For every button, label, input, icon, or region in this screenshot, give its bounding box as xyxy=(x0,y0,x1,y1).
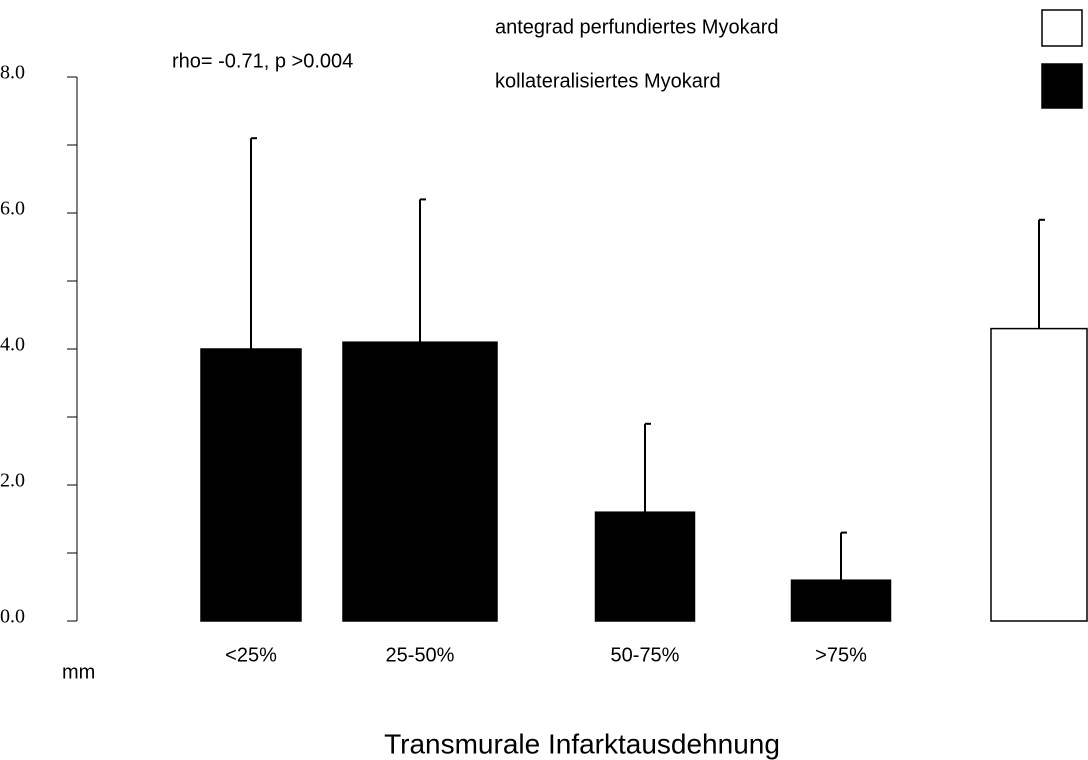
bar xyxy=(990,327,1088,622)
y-tick-label: 6.0 xyxy=(0,198,25,220)
legend-label: antegrad perfundiertes Myokard xyxy=(495,16,779,38)
y-tick-label: 8.0 xyxy=(0,62,25,84)
y-tick-label: 0.0 xyxy=(0,606,25,628)
bar xyxy=(594,511,696,622)
x-tick-label: 50-75% xyxy=(611,644,680,666)
legend-swatch xyxy=(1041,9,1083,47)
bar xyxy=(342,341,498,622)
y-tick-label: 2.0 xyxy=(0,470,25,492)
y-unit: mm xyxy=(62,661,95,683)
x-axis-label: Transmurale Infarktausdehnung xyxy=(384,728,780,759)
bar xyxy=(200,348,302,622)
bar xyxy=(790,579,892,622)
legend-label: kollateralisiertes Myokard xyxy=(495,70,721,92)
x-tick-label: >75% xyxy=(815,644,867,666)
x-tick-label: 25-50% xyxy=(386,644,455,666)
y-tick-label: 4.0 xyxy=(0,334,25,356)
x-tick-label: <25% xyxy=(225,644,277,666)
annotation: rho= -0.71, p >0.004 xyxy=(172,50,353,72)
legend-swatch xyxy=(1041,63,1083,109)
